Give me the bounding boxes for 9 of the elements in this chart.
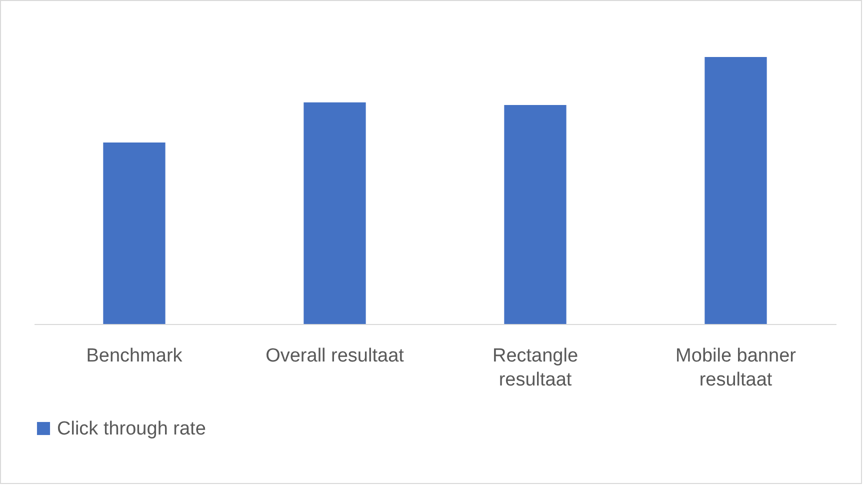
bar bbox=[704, 57, 767, 324]
bar bbox=[504, 105, 566, 324]
bar bbox=[304, 102, 366, 324]
x-tick-label: Overall resultaat bbox=[266, 346, 405, 366]
bar bbox=[103, 142, 166, 324]
x-tick-label: Rectangle resultaat bbox=[492, 346, 578, 390]
x-tick-label: Benchmark bbox=[86, 346, 183, 366]
legend-label: Click through rate bbox=[57, 418, 206, 440]
x-tick-label: Mobile banner resultaat bbox=[676, 346, 797, 390]
